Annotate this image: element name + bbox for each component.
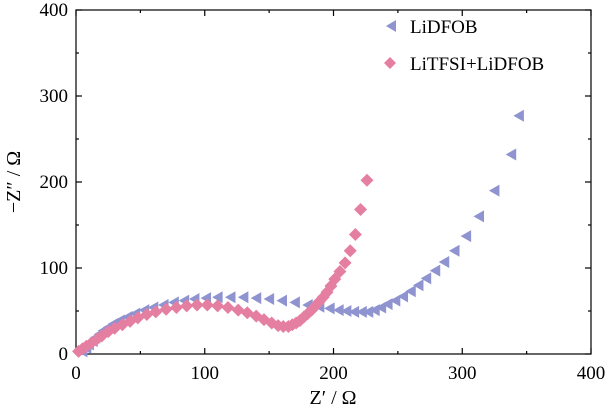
data-point	[149, 305, 163, 319]
data-point	[429, 264, 441, 277]
data-point	[420, 272, 432, 285]
data-point	[212, 291, 223, 304]
data-point	[169, 301, 183, 315]
data-point	[356, 305, 367, 318]
data-point	[225, 291, 236, 304]
y-tick-label: 200	[40, 172, 69, 193]
data-point	[343, 244, 357, 258]
data-point	[115, 318, 129, 332]
data-point	[382, 298, 393, 311]
data-point	[405, 285, 416, 298]
y-tick-label: 100	[40, 258, 69, 279]
data-point	[397, 290, 409, 303]
data-point	[159, 302, 173, 316]
x-tick-label: 400	[577, 363, 606, 384]
data-point	[250, 292, 262, 305]
series-litfsi-lidfob	[72, 173, 374, 358]
data-point	[348, 227, 362, 241]
x-tick-label: 200	[319, 363, 348, 384]
data-point	[333, 264, 347, 278]
data-point	[412, 279, 424, 292]
y-tick-label: 400	[40, 0, 69, 21]
data-point	[276, 294, 287, 307]
tick-labels: 0 100 200 300 400 0 100 200 300 400	[40, 0, 606, 384]
legend-label-litfsi-lidfob: LiTFSI+LiDFOB	[410, 54, 544, 75]
legend: LiDFOB LiTFSI+LiDFOB	[384, 17, 544, 75]
y-tick-label: 0	[59, 344, 69, 365]
data-point	[488, 184, 500, 197]
data-point	[237, 291, 249, 304]
legend-label-lidfob: LiDFOB	[410, 17, 478, 38]
data-point	[362, 305, 374, 318]
y-axis-title: −Z″ / Ω	[3, 151, 25, 213]
data-point	[348, 305, 360, 318]
data-point	[200, 298, 214, 312]
data-point	[338, 256, 352, 270]
data-point	[211, 299, 225, 313]
data-point	[513, 109, 524, 122]
data-point	[354, 203, 368, 217]
legend-marker-lidfob	[386, 20, 396, 32]
data-point	[340, 305, 352, 317]
data-point	[221, 301, 235, 315]
y-tick-label: 300	[40, 86, 69, 107]
x-axis-title: Z′ / Ω	[309, 387, 356, 409]
data-point	[505, 148, 517, 161]
axis-ticks	[75, 9, 592, 355]
data-point	[460, 230, 472, 243]
data-point	[389, 294, 401, 307]
data-point	[180, 299, 194, 313]
data-point	[263, 292, 275, 305]
x-tick-label: 300	[448, 363, 477, 384]
data-point	[473, 210, 484, 223]
legend-marker-litfsi-lidfob	[384, 57, 396, 69]
data-point	[190, 298, 204, 312]
data-point	[360, 173, 374, 187]
data-point	[289, 296, 300, 309]
data-point	[438, 255, 450, 268]
data-points	[72, 109, 524, 358]
x-tick-label: 0	[71, 363, 81, 384]
data-point	[333, 304, 344, 317]
data-point	[324, 302, 335, 315]
x-tick-label: 100	[191, 363, 220, 384]
data-point	[449, 244, 460, 257]
